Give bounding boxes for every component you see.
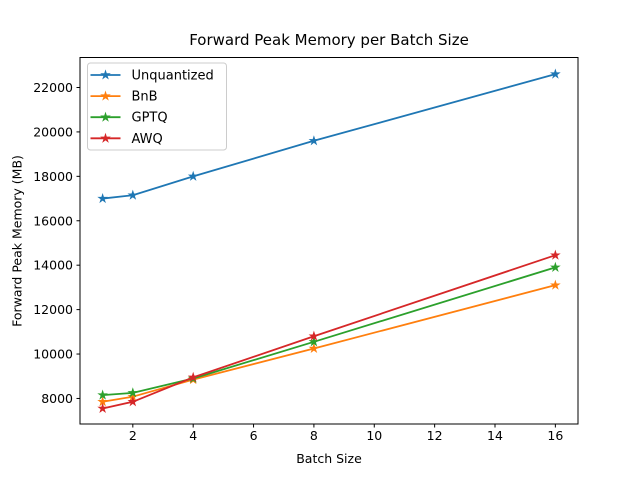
data-point-awq	[127, 396, 139, 407]
y-tick-label: 20000	[33, 124, 73, 139]
x-tick-label: 16	[547, 428, 563, 443]
y-tick-label: 22000	[33, 80, 73, 95]
legend-marker-awq	[100, 132, 111, 143]
y-tick-label: 14000	[33, 258, 73, 273]
data-point-unquantized	[187, 170, 199, 181]
y-tick-label: 12000	[33, 302, 73, 317]
data-point-bnb	[97, 396, 108, 407]
y-tick-label: 10000	[33, 347, 73, 362]
legend-label-gptq: GPTQ	[132, 111, 168, 126]
y-tick-label: 16000	[33, 213, 73, 228]
data-point-gptq	[550, 261, 561, 272]
x-axis-label: Batch Size	[296, 451, 362, 466]
legend-marker-unquantized	[100, 69, 111, 80]
x-tick-label: 10	[366, 428, 382, 443]
legend-marker-bnb	[100, 90, 111, 101]
x-tick-label: 6	[250, 428, 258, 443]
y-tick-label: 18000	[33, 169, 73, 184]
data-point-awq	[308, 330, 320, 341]
legend-label-awq: AWQ	[132, 132, 163, 147]
data-point-awq	[187, 371, 199, 382]
data-point-gptq	[127, 387, 139, 398]
x-tick-label: 2	[129, 428, 137, 443]
x-tick-label: 4	[189, 428, 197, 443]
legend-label-bnb: BnB	[132, 90, 158, 105]
legend-label-unquantized: Unquantized	[132, 69, 214, 84]
legend-box	[87, 62, 227, 151]
data-point-unquantized	[127, 189, 139, 200]
legend-marker-gptq	[100, 111, 111, 122]
data-point-bnb	[550, 279, 561, 290]
chart-title: Forward Peak Memory per Batch Size	[189, 31, 469, 49]
data-point-unquantized	[550, 68, 561, 79]
x-tick-label: 8	[310, 428, 318, 443]
data-point-bnb	[308, 342, 320, 354]
x-tick-label: 12	[427, 428, 443, 443]
axes-spines	[79, 57, 579, 425]
data-point-bnb	[127, 391, 139, 402]
data-point-unquantized	[97, 192, 108, 204]
y-tick-label: 8000	[41, 391, 73, 406]
data-point-gptq	[97, 389, 108, 400]
data-point-gptq	[308, 336, 320, 347]
data-point-unquantized	[308, 135, 320, 146]
x-tick-label: 14	[487, 428, 503, 443]
data-point-awq	[550, 249, 561, 260]
data-point-awq	[97, 402, 108, 413]
